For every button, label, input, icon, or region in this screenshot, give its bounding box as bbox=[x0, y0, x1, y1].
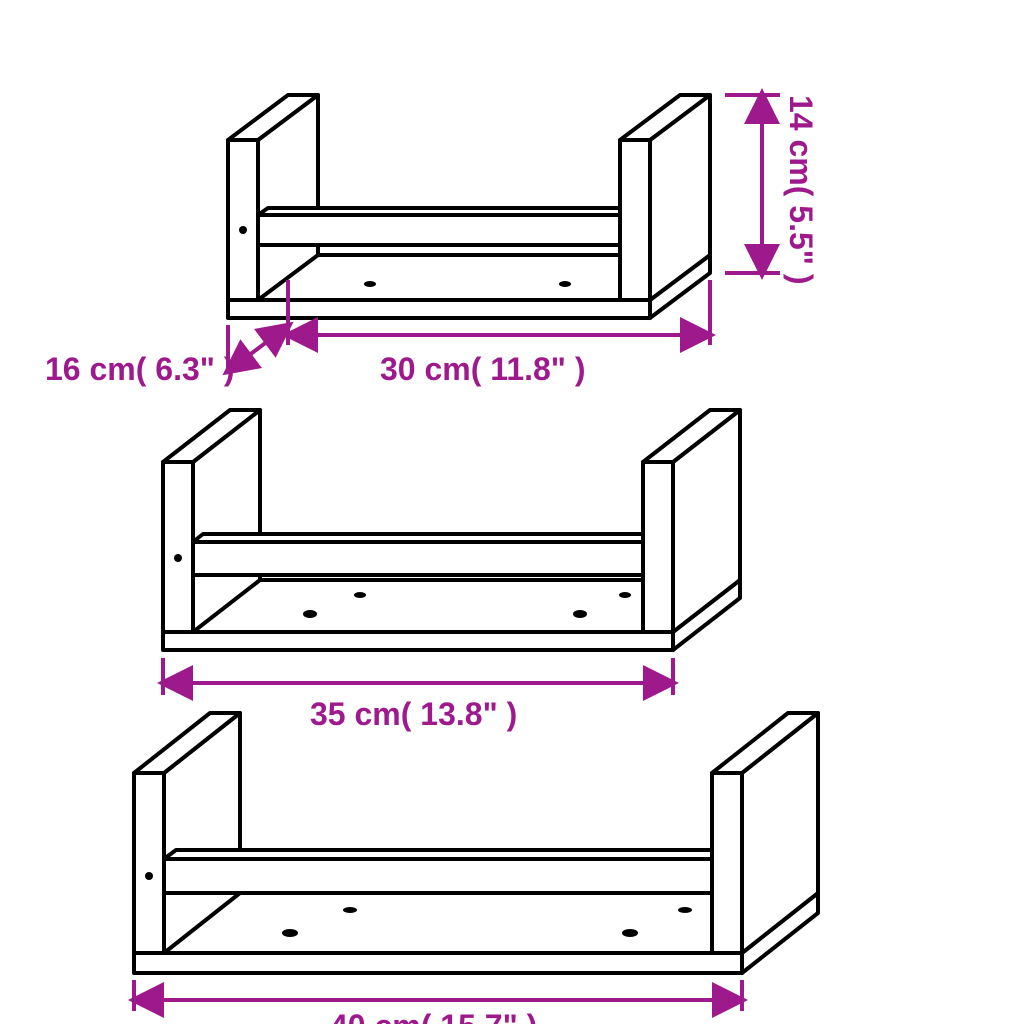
shelf-medium bbox=[163, 410, 740, 650]
dim-height-label: 14 cm( 5.5" ) bbox=[783, 95, 819, 284]
dim-height: 14 cm( 5.5" ) bbox=[725, 95, 819, 284]
dim-width-small-label: 30 cm( 11.8" ) bbox=[380, 351, 586, 387]
dim-width-medium-label: 35 cm( 13.8" ) bbox=[310, 696, 517, 732]
shelf-small bbox=[228, 95, 710, 318]
shelf-large bbox=[134, 713, 818, 973]
dim-width-large-label: 40 cm( 15.7" ) bbox=[330, 1008, 537, 1024]
dim-depth-label: 16 cm( 6.3" ) bbox=[45, 351, 234, 387]
dim-width-large: 40 cm( 15.7" ) bbox=[134, 980, 742, 1024]
